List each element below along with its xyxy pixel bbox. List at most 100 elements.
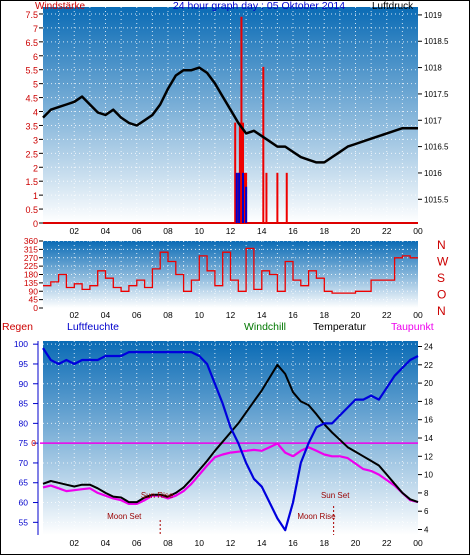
dew-point-legend-label: Taupunkt	[391, 321, 434, 333]
humidity-panel-hour-label: 00	[413, 538, 423, 548]
compass-label: W	[437, 255, 449, 269]
humidity-panel-hour-label: 20	[351, 538, 361, 548]
wind-direction-hour-label: 10	[195, 310, 205, 320]
humidity-tick-label: 100	[14, 339, 28, 349]
temperature-line	[42, 363, 419, 504]
pressure-line	[42, 66, 418, 164]
top-panel-hour-label: 14	[257, 226, 267, 236]
wind-direction-hour-label: 14	[257, 310, 267, 320]
humidity-tick-label: 60	[19, 498, 29, 508]
compass-label: N	[437, 304, 446, 318]
humidity-tick-label: 65	[19, 478, 29, 488]
pressure-tick-label: 1018	[424, 64, 442, 73]
sun-rise-label: Sun Rise	[141, 491, 174, 500]
humidity-tick-label: 90	[19, 379, 29, 389]
top-panel-hour-label: 12	[226, 226, 236, 236]
wind-speed-tick-label: 6	[33, 52, 38, 62]
wind-speed-tick-label: 3	[33, 135, 38, 145]
pressure-tick-label: 1015.5	[424, 195, 449, 204]
humidity-tick-label: 70	[19, 458, 29, 468]
pressure-tick-label: 1018.5	[424, 37, 449, 46]
humidity-tick-label: 85	[19, 399, 29, 409]
wind-speed-tick-label: 5.5	[25, 66, 38, 76]
wind-direction-hour-label: 12	[226, 310, 236, 320]
temperature-tick-label: 22	[424, 361, 433, 370]
wind-direction-tick-label: 180	[24, 270, 38, 280]
wind-speed-tick-label: 0	[33, 219, 38, 229]
wind-direction-hour-label: 18	[320, 310, 330, 320]
wind-speed-tick-label: 4	[33, 108, 38, 118]
temperature-tick-label: 18	[424, 397, 433, 406]
humidity-panel-hour-label: 02	[70, 538, 80, 548]
temperature-tick-label: 8	[424, 489, 429, 498]
wind-direction-hour-label: 04	[101, 310, 111, 320]
wind-direction-tick-label: 90	[29, 286, 39, 296]
top-panel-hour-label: 02	[70, 226, 80, 236]
wind-speed-tick-label: 1	[33, 191, 38, 201]
temperature-tick-label: 10	[424, 471, 433, 480]
top-panel-hour-label: 06	[132, 226, 142, 236]
humidity-tick-label: 55	[19, 517, 29, 527]
top-panel-hour-label: 08	[163, 226, 173, 236]
temperature-legend-label: Temperatur	[313, 321, 367, 333]
wind-direction-tick-label: 270	[24, 253, 38, 263]
pressure-tick-label: 1016.5	[424, 143, 449, 152]
humidity-panel-hour-label: 08	[163, 538, 173, 548]
humidity-panel-hour-label: 14	[257, 538, 267, 548]
chart-title: 24 hour graph day : 05 Oktober 2014	[173, 0, 345, 12]
pressure-tick-label: 1016	[424, 169, 442, 178]
moon-set-label: Moon Set	[107, 512, 142, 521]
temperature-tick-label: 14	[424, 434, 433, 443]
humidity-legend-label: Luftfeuchte	[67, 321, 119, 333]
pressure-tick-label: 1017	[424, 116, 442, 125]
humidity-panel-hour-label: 06	[132, 538, 142, 548]
rain-value-label: 0	[31, 438, 36, 448]
wind-speed-tick-label: 1.5	[25, 177, 38, 187]
compass-label: N	[437, 238, 446, 252]
humidity-line	[42, 347, 419, 532]
wind-direction-hour-label: 00	[413, 310, 423, 320]
pressure-tick-label: 1019	[424, 11, 442, 20]
compass-label: O	[437, 288, 446, 302]
dew-point-line	[42, 442, 419, 505]
pressure-tick-label: 1017.5	[424, 90, 449, 99]
humidity-panel-hour-label: 18	[320, 538, 330, 548]
top-panel-hour-label: 00	[413, 226, 423, 236]
wind-speed-tick-label: 2	[33, 163, 38, 173]
wind-speed-tick-label: 2.5	[25, 149, 38, 159]
humidity-panel-hour-label: 12	[226, 538, 236, 548]
humidity-panel-hour-label: 16	[288, 538, 298, 548]
humidity-panel-hour-label: 22	[382, 538, 392, 548]
wind-speed-tick-label: 6.5	[25, 38, 38, 48]
top-panel-hour-label: 18	[320, 226, 330, 236]
top-panel-hour-label: 22	[382, 226, 392, 236]
wind-direction-tick-label: 135	[24, 278, 38, 288]
top-panel-hour-label: 04	[101, 226, 111, 236]
wind-direction-tick-label: 0	[33, 303, 38, 313]
wind-direction-hour-label: 20	[351, 310, 361, 320]
rain-legend-label: Regen	[2, 321, 33, 333]
wind-direction-hour-label: 16	[288, 310, 298, 320]
wind-direction-hour-label: 22	[382, 310, 392, 320]
humidity-panel-hour-label: 10	[195, 538, 205, 548]
wind-direction-tick-label: 360	[24, 236, 38, 246]
wind-speed-tick-label: 0.5	[25, 205, 38, 215]
temperature-tick-label: 16	[424, 416, 433, 425]
wind-speed-tick-label: 7.5	[25, 10, 38, 20]
temperature-tick-label: 6	[424, 507, 429, 516]
wind-direction-hour-label: 08	[163, 310, 173, 320]
top-panel-hour-label: 20	[351, 226, 361, 236]
humidity-tick-label: 80	[19, 418, 29, 428]
temperature-tick-label: 12	[424, 452, 433, 461]
top-panel-hour-label: 10	[195, 226, 205, 236]
wind-direction-tick-label: 315	[24, 244, 38, 254]
humidity-tick-label: 95	[19, 359, 29, 369]
wind-direction-line	[43, 247, 418, 294]
temperature-tick-label: 24	[424, 342, 433, 351]
moon-rise-label: Moon Rise	[297, 512, 336, 521]
wind-speed-tick-label: 4.5	[25, 94, 38, 104]
top-panel-hour-label: 16	[288, 226, 298, 236]
temperature-tick-label: 4	[424, 526, 429, 535]
compass-label: S	[437, 271, 445, 285]
